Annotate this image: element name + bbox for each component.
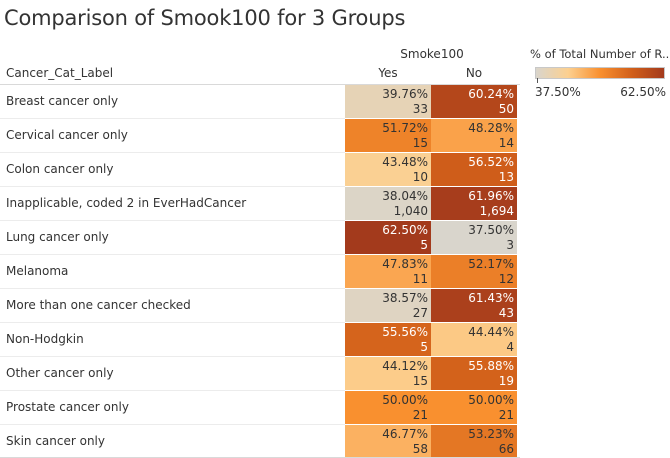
cell-count: 50 — [498, 102, 514, 116]
cell-count: 15 — [412, 374, 428, 388]
cell-count: 33 — [412, 102, 428, 116]
cell-percent: 50.00% — [468, 393, 514, 407]
cell-percent: 60.24% — [468, 87, 514, 101]
chart-title: Comparison of Smook100 for 3 Groups — [4, 6, 406, 30]
heatmap-cell[interactable]: 46.77% 58 — [345, 425, 431, 458]
cell-percent: 51.72% — [382, 121, 428, 135]
row-label: Skin cancer only — [6, 434, 105, 448]
heatmap-cell[interactable]: 50.00% 21 — [431, 391, 517, 424]
cell-percent: 50.00% — [382, 393, 428, 407]
cell-percent: 53.23% — [468, 427, 514, 441]
heatmap-cell[interactable]: 47.83% 11 — [345, 255, 431, 288]
cell-percent: 43.48% — [382, 155, 428, 169]
heatmap-cell[interactable]: 50.00% 21 — [345, 391, 431, 424]
heatmap-cell[interactable]: 48.28% 14 — [431, 119, 517, 152]
row-divider — [0, 322, 345, 323]
row-label: More than one cancer checked — [6, 298, 191, 312]
cell-count: 14 — [498, 136, 514, 150]
row-divider — [0, 288, 345, 289]
cell-count: 19 — [498, 374, 514, 388]
header-divider — [0, 84, 520, 85]
heatmap-cell[interactable]: 56.52% 13 — [431, 153, 517, 186]
cell-count: 1,040 — [393, 204, 428, 218]
row-label: Prostate cancer only — [6, 400, 129, 414]
cell-count: 13 — [498, 170, 514, 184]
row-label: Melanoma — [6, 264, 69, 278]
cell-percent: 61.96% — [468, 189, 514, 203]
cell-count: 4 — [506, 340, 514, 354]
heatmap-cell[interactable]: 37.50% 3 — [431, 221, 517, 254]
heatmap-cell[interactable]: 61.96% 1,694 — [431, 187, 517, 220]
column-header-yes: Yes — [378, 66, 398, 80]
cell-count: 58 — [412, 442, 428, 456]
row-divider — [0, 254, 345, 255]
cell-percent: 55.88% — [468, 359, 514, 373]
row-label: Lung cancer only — [6, 230, 109, 244]
cell-percent: 55.56% — [382, 325, 428, 339]
cell-percent: 46.77% — [382, 427, 428, 441]
heatmap-cell[interactable]: 38.57% 27 — [345, 289, 431, 322]
heatmap-cell[interactable]: 55.56% 5 — [345, 323, 431, 356]
row-label: Inapplicable, coded 2 in EverHadCancer — [6, 196, 247, 210]
row-divider — [0, 390, 345, 391]
cell-percent: 37.50% — [468, 223, 514, 237]
cell-count: 21 — [412, 408, 428, 422]
legend-color-ramp — [535, 67, 665, 79]
cell-percent: 44.12% — [382, 359, 428, 373]
cell-percent: 56.52% — [468, 155, 514, 169]
cell-count: 3 — [506, 238, 514, 252]
cell-count: 43 — [498, 306, 514, 320]
cell-percent: 39.76% — [382, 87, 428, 101]
row-divider — [0, 424, 345, 425]
row-divider — [0, 356, 345, 357]
row-divider — [0, 118, 345, 119]
cell-percent: 38.57% — [382, 291, 428, 305]
cell-percent: 61.43% — [468, 291, 514, 305]
legend-min-label: 37.50% — [535, 85, 581, 99]
heatmap-cell[interactable]: 52.17% 12 — [431, 255, 517, 288]
heatmap-cell[interactable]: 44.44% 4 — [431, 323, 517, 356]
cell-count: 5 — [420, 340, 428, 354]
row-label: Non-Hodgkin — [6, 332, 84, 346]
row-label: Cervical cancer only — [6, 128, 128, 142]
cell-count: 21 — [498, 408, 514, 422]
row-header-label: Cancer_Cat_Label — [6, 66, 114, 80]
heatmap-cell[interactable]: 61.43% 43 — [431, 289, 517, 322]
row-divider — [0, 220, 345, 221]
row-divider — [0, 186, 345, 187]
cell-percent: 52.17% — [468, 257, 514, 271]
cell-count: 10 — [412, 170, 428, 184]
legend-title: % of Total Number of R.. — [530, 47, 670, 61]
cell-percent: 38.04% — [382, 189, 428, 203]
legend-tick — [537, 78, 538, 83]
heatmap-cell[interactable]: 51.72% 15 — [345, 119, 431, 152]
heatmap-cell[interactable]: 44.12% 15 — [345, 357, 431, 390]
cell-percent: 62.50% — [382, 223, 428, 237]
column-group-label: Smoke100 — [400, 47, 464, 61]
cell-count: 11 — [412, 272, 428, 286]
heatmap-cell[interactable]: 43.48% 10 — [345, 153, 431, 186]
heatmap-cell[interactable]: 38.04% 1,040 — [345, 187, 431, 220]
cell-count: 15 — [412, 136, 428, 150]
heatmap-cell[interactable]: 60.24% 50 — [431, 85, 517, 118]
row-label: Colon cancer only — [6, 162, 114, 176]
cell-percent: 48.28% — [468, 121, 514, 135]
heatmap-cell[interactable]: 62.50% 5 — [345, 221, 431, 254]
heatmap-cell[interactable]: 39.76% 33 — [345, 85, 431, 118]
legend-max-label: 62.50% — [620, 85, 666, 99]
cell-percent: 44.44% — [468, 325, 514, 339]
row-label: Other cancer only — [6, 366, 114, 380]
column-header-no: No — [465, 66, 483, 80]
heatmap-cell[interactable]: 55.88% 19 — [431, 357, 517, 390]
row-divider — [0, 152, 345, 153]
cell-count: 12 — [498, 272, 514, 286]
heatmap-cell[interactable]: 53.23% 66 — [431, 425, 517, 458]
cell-count: 66 — [498, 442, 514, 456]
cell-count: 27 — [412, 306, 428, 320]
row-label: Breast cancer only — [6, 94, 119, 108]
cell-count: 5 — [420, 238, 428, 252]
cell-count: 1,694 — [479, 204, 514, 218]
cell-percent: 47.83% — [382, 257, 428, 271]
